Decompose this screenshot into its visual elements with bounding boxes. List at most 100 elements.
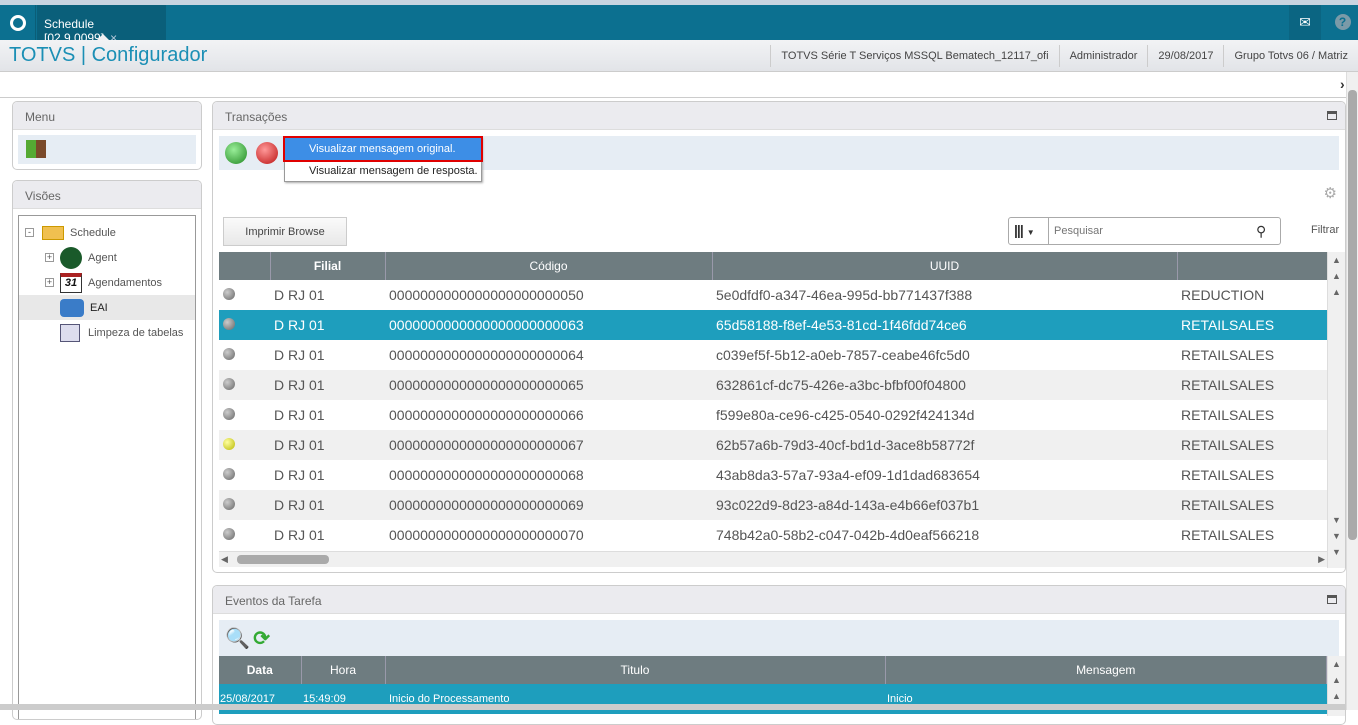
stop-icon[interactable] bbox=[256, 142, 279, 164]
filial-cell: D RJ 01 bbox=[270, 310, 385, 340]
date-label[interactable]: 29/08/2017 bbox=[1147, 45, 1223, 67]
search-box: |||▼ ⚲ bbox=[1008, 217, 1281, 245]
tree-item-agendamentos[interactable]: +31 Agendamentos bbox=[19, 270, 195, 295]
status-gray-icon bbox=[223, 348, 235, 360]
page-horizontal-scrollbar[interactable] bbox=[0, 704, 1346, 710]
table-row[interactable]: D RJ 01 0000000000000000000000068 43ab8da3… bbox=[219, 460, 1327, 490]
table-row[interactable]: D RJ 01 0000000000000000000000070 748b42a0… bbox=[219, 520, 1327, 550]
company-label[interactable]: Grupo Totvs 06 / Matriz bbox=[1223, 45, 1358, 67]
filial-cell: D RJ 01 bbox=[274, 467, 325, 483]
col-tipo[interactable] bbox=[1177, 252, 1327, 280]
help-button[interactable]: ? bbox=[1327, 5, 1358, 40]
uuid-cell: 43ab8da3-57a7-93a4-ef09-1d1dad683654 bbox=[716, 467, 980, 483]
tree-item-schedule[interactable]: - Schedule bbox=[19, 220, 195, 245]
col-titulo[interactable]: Titulo bbox=[385, 656, 886, 684]
tipo-cell: RETAILSALES bbox=[1181, 467, 1275, 483]
status-gray-icon bbox=[223, 468, 235, 480]
tab-schedule[interactable]: Schedule [02.9.0099] × bbox=[37, 5, 166, 45]
close-icon[interactable]: × bbox=[110, 31, 118, 45]
grid-horizontal-scrollbar[interactable]: ◀ ▶ bbox=[219, 551, 1327, 567]
table-row[interactable]: D RJ 01 0000000000000000000000067 62b57a6b… bbox=[219, 430, 1327, 460]
status-gray-icon bbox=[223, 288, 235, 300]
codigo-cell: 0000000000000000000000068 bbox=[389, 467, 584, 483]
radar-icon bbox=[60, 246, 82, 269]
header-bar bbox=[0, 40, 1358, 72]
folder-open-icon bbox=[42, 225, 64, 240]
tipo-cell: RETAILSALES bbox=[1177, 430, 1327, 460]
user-label[interactable]: Administrador bbox=[1058, 45, 1148, 67]
page-scrollbar[interactable] bbox=[1346, 72, 1358, 710]
tree-item-limpeza[interactable]: Limpeza de tabelas bbox=[19, 320, 195, 345]
col-uuid[interactable]: UUID bbox=[712, 252, 1178, 280]
col-status[interactable] bbox=[219, 252, 271, 280]
visoes-panel: Visões - Schedule + Agent +31 Agendamentos … bbox=[12, 180, 202, 720]
table-row[interactable]: D RJ 01 0000000000000000000000065 632861cf… bbox=[219, 370, 1327, 400]
codigo-cell: 0000000000000000000000066 bbox=[389, 407, 584, 423]
minimize-icon[interactable] bbox=[1327, 595, 1337, 604]
table-row[interactable]: D RJ 01 0000000000000000000000066 f599e80a… bbox=[219, 400, 1327, 430]
print-browse-button[interactable]: Imprimir Browse bbox=[223, 217, 347, 246]
uuid-cell: 632861cf-dc75-426e-a3bc-bfbf00f04800 bbox=[712, 370, 1177, 400]
table-row[interactable]: D RJ 01 0000000000000000000000064 c039ef5f… bbox=[219, 340, 1327, 370]
filial-cell: D RJ 01 bbox=[270, 370, 385, 400]
play-icon[interactable] bbox=[225, 142, 247, 164]
clean-table-icon bbox=[60, 323, 80, 342]
status-gray-icon bbox=[223, 498, 235, 510]
app-title: TOTVS | Configurador bbox=[9, 44, 208, 66]
uuid-cell: 62b57a6b-79d3-40cf-bd1d-3ace8b58772f bbox=[712, 430, 1177, 460]
eventos-panel: Eventos da Tarefa 🔍 ⟳ Data Hora Titulo Mens… bbox=[212, 585, 1346, 725]
context-menu: Visualizar mensagem original. Visualizar… bbox=[283, 136, 483, 182]
totvs-logo-icon[interactable] bbox=[0, 5, 36, 40]
search-input[interactable] bbox=[1049, 225, 1256, 237]
codigo-cell: 0000000000000000000000065 bbox=[385, 370, 712, 400]
status-gray-icon bbox=[223, 408, 235, 420]
environment-label[interactable]: TOTVS Série T Serviços MSSQL Bematech_12… bbox=[770, 45, 1058, 67]
filial-cell: D RJ 01 bbox=[270, 490, 385, 520]
grid-header: Filial Código UUID bbox=[219, 252, 1327, 280]
tree-item-eai[interactable]: EAI bbox=[19, 295, 195, 320]
grid-vertical-scrollbar[interactable]: ▲ ▲ ▲ ▼ ▼ ▼ bbox=[1327, 252, 1345, 568]
eventos-scrollbar[interactable]: ▲ ▲ ▲ bbox=[1327, 656, 1345, 716]
menu-item-view-response[interactable]: Visualizar mensagem de resposta. bbox=[309, 165, 478, 177]
status-cell bbox=[219, 370, 270, 400]
refresh-icon[interactable]: ⟳ bbox=[253, 628, 271, 650]
col-mensagem[interactable]: Mensagem bbox=[885, 656, 1327, 684]
columns-icon[interactable]: ||| ▼ bbox=[1009, 218, 1049, 244]
gear-icon[interactable]: ⚙ bbox=[1323, 185, 1337, 202]
table-row[interactable]: D RJ 01 0000000000000000000000069 93c022d9… bbox=[219, 490, 1327, 520]
table-row[interactable]: D RJ 01 0000000000000000000000050 5e0dfdf0… bbox=[219, 280, 1327, 310]
col-hora[interactable]: Hora bbox=[301, 656, 386, 684]
col-data[interactable]: Data bbox=[219, 656, 302, 684]
eventos-toolbar: 🔍 ⟳ bbox=[219, 620, 1339, 656]
col-codigo[interactable]: Código bbox=[385, 252, 713, 280]
zoom-icon[interactable]: 🔍 bbox=[225, 628, 250, 650]
filter-link[interactable]: Filtrar bbox=[1311, 224, 1340, 236]
filial-cell: D RJ 01 bbox=[270, 430, 385, 460]
tipo-cell: RETAILSALES bbox=[1177, 370, 1327, 400]
minimize-icon[interactable] bbox=[1327, 111, 1337, 120]
transacoes-grid: Filial Código UUID D RJ 01 00000000000000… bbox=[219, 252, 1327, 551]
tree-item-agent[interactable]: + Agent bbox=[19, 245, 195, 270]
filial-cell: D RJ 01 bbox=[274, 347, 325, 363]
transacoes-panel: Transações ⚙ Imprimir Browse |||▼ ⚲ Filt… bbox=[212, 101, 1346, 573]
mail-icon[interactable]: ✉ bbox=[1289, 5, 1321, 40]
table-row[interactable]: D RJ 01 0000000000000000000000063 65d58188… bbox=[219, 310, 1327, 340]
status-cell bbox=[219, 460, 270, 490]
menu-toolbar bbox=[18, 135, 196, 164]
divider bbox=[0, 97, 1346, 98]
transacoes-title: Transações bbox=[213, 102, 1345, 130]
menu-item-view-original[interactable]: Visualizar mensagem original. bbox=[283, 136, 483, 162]
status-cell bbox=[219, 340, 270, 370]
codigo-cell: 0000000000000000000000063 bbox=[385, 310, 712, 340]
menu-panel: Menu bbox=[12, 101, 202, 170]
collapse-icon[interactable]: › bbox=[1340, 76, 1345, 92]
col-filial[interactable]: Filial bbox=[270, 252, 386, 280]
tipo-cell: RETAILSALES bbox=[1177, 310, 1327, 340]
search-icon[interactable]: ⚲ bbox=[1256, 222, 1267, 239]
uuid-cell: 5e0dfdf0-a347-46ea-995d-bb771437f388 bbox=[716, 287, 973, 303]
visoes-tree: - Schedule + Agent +31 Agendamentos EAI Lim… bbox=[18, 215, 196, 719]
status-gray-icon bbox=[223, 318, 235, 330]
exit-icon[interactable] bbox=[26, 140, 46, 158]
codigo-cell: 0000000000000000000000064 bbox=[389, 347, 584, 363]
status-cell bbox=[219, 400, 270, 430]
